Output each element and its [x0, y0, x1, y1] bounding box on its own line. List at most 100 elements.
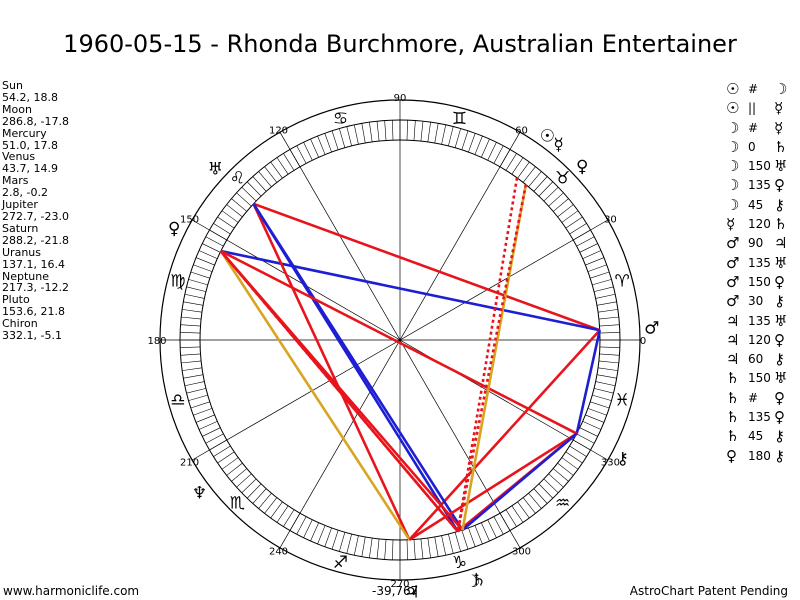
degree-tick [339, 128, 346, 148]
aspect-planet-glyph: ♃ [726, 330, 740, 349]
degree-tick [180, 353, 201, 356]
degree-tick [241, 478, 257, 494]
degree-tick [528, 493, 542, 509]
degree-tick [517, 501, 530, 519]
aspect-planet-glyph: ☽ [726, 137, 740, 156]
degree-tick [595, 381, 616, 387]
degree-tick [231, 468, 247, 482]
degree-tick [180, 324, 201, 327]
planet-name: Mars [2, 174, 29, 188]
degree-tick [183, 374, 204, 379]
tick-ring-inner [199, 139, 601, 541]
degree-tick [186, 286, 207, 292]
aspect-angle: 135 [748, 410, 771, 425]
aspect-planet-glyph: ☿ [726, 215, 736, 234]
aspect-planet-glyph: ☽ [726, 195, 740, 214]
degree-tick [434, 536, 439, 557]
degree-tick [213, 223, 231, 235]
aspect-planet-glyph: ⚷ [774, 427, 785, 446]
degree-tick [565, 216, 583, 229]
degree-tick [384, 539, 387, 560]
degree-tick [557, 462, 574, 476]
degree-tick [369, 538, 373, 558]
zodiac-sign-glyph: ♒ [555, 494, 570, 514]
planet-coords: 51.0, 17.8 [2, 138, 58, 152]
degree-tick [276, 157, 289, 175]
degree-tick [252, 176, 267, 192]
degree-tick [585, 414, 605, 423]
degree-labels: 0 30 60 90 120 150 180 210 240 270 300 330 [147, 93, 646, 590]
aspect-planet-glyph: ♅ [774, 157, 788, 176]
degree-tick [576, 433, 595, 444]
aspect-planet-glyph: ♄ [774, 137, 788, 156]
degree-tick [569, 445, 587, 457]
degree-tick [310, 138, 319, 158]
outer-ring [159, 99, 641, 581]
degree-tick [595, 293, 616, 299]
degree-tick [181, 316, 202, 320]
degree-tick [427, 122, 431, 142]
aspect-planet-glyph: ♂ [726, 292, 740, 311]
aspect-angle: 90 [748, 236, 764, 251]
degree-tick [205, 236, 224, 247]
degree-tick [296, 145, 307, 164]
degree-tick [461, 530, 469, 550]
degree-tick [561, 210, 579, 223]
degree-tick [592, 279, 612, 286]
degree-label: 0 [640, 336, 646, 347]
planet-glyph: ♀ [576, 157, 588, 177]
planet-glyphs: ☉ ☽ ☿ ♀ ♂ ♃ ♄ ♅ ♆ ♀ ⚷ [168, 127, 659, 600]
aspect-line [408, 432, 578, 541]
aspect-planet-glyph: ☉ [726, 80, 740, 98]
patent-notice: AstroChart Patent Pending [629, 584, 788, 598]
zodiac-sign-glyph: ♉ [555, 168, 570, 188]
planet-glyph: ♆ [192, 484, 207, 504]
degree-tick [454, 532, 461, 552]
aspect-angle: 150 [748, 159, 771, 174]
degree-tick [406, 120, 408, 141]
aspect-planet-glyph: ♄ [726, 427, 740, 446]
degree-tick [598, 316, 619, 320]
degree-tick [517, 161, 530, 179]
aspect-planet-glyph: ♃ [726, 311, 740, 330]
degree-label: 210 [180, 458, 199, 469]
degree-tick [264, 166, 278, 183]
planet-name: Saturn [2, 221, 39, 235]
aspect-line [461, 432, 578, 531]
degree-tick [246, 181, 262, 197]
degree-tick [369, 122, 373, 142]
aspect-angle: 120 [748, 217, 771, 232]
degree-tick [188, 394, 208, 401]
zodiac-sign-glyph: ♓ [615, 391, 630, 411]
zodiac-sign-glyph: ♋ [333, 109, 348, 129]
aspect-planet-glyph: ♅ [774, 311, 788, 330]
degree-tick [599, 353, 620, 356]
degree-tick [331, 530, 339, 550]
degree-tick [361, 536, 366, 557]
degree-label: 240 [269, 546, 288, 557]
planet-coords: 288.2, -21.8 [2, 233, 69, 247]
degree-tick [596, 301, 617, 306]
degree-tick [353, 124, 359, 145]
planet-glyph: ♄ [471, 570, 486, 590]
degree-label: 270 [390, 579, 409, 590]
degree-tick [468, 133, 476, 153]
aspect-planet-glyph: ♅ [774, 369, 788, 388]
degree-tick [434, 123, 439, 144]
degree-tick [180, 332, 201, 334]
degree-tick [481, 138, 490, 158]
degree-tick [181, 360, 202, 364]
degree-tick [276, 505, 289, 523]
aspect-angle: 135 [748, 255, 771, 270]
degree-tick [522, 497, 536, 514]
website-link[interactable]: www.harmoniclife.com [3, 584, 140, 598]
degree-tick [180, 346, 201, 348]
aspect-line [219, 250, 411, 541]
degree-tick [474, 525, 483, 545]
aspect-lines [219, 177, 602, 541]
aspect-angle: 0 [748, 139, 756, 154]
chart-title: 1960-05-15 - Rhonda Burchmore, Australia… [63, 30, 737, 58]
degree-tick [598, 360, 619, 364]
degree-tick [420, 538, 424, 559]
degree-tick [561, 457, 579, 470]
